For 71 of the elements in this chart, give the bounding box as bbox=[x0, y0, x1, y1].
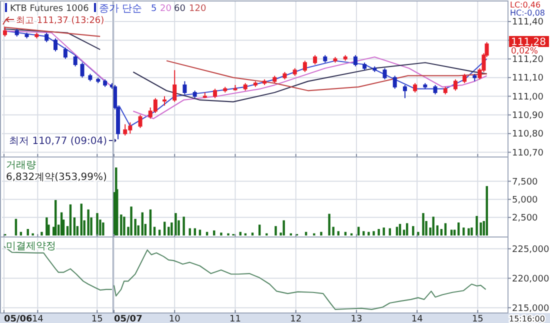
text: 111,28 bbox=[511, 37, 546, 48]
candlestick bbox=[343, 54, 348, 62]
candlestick bbox=[392, 75, 397, 90]
candlestick bbox=[272, 75, 277, 84]
y-tick-label: 215,000 bbox=[512, 304, 550, 314]
candlestick bbox=[292, 68, 297, 76]
candlestick bbox=[302, 60, 307, 72]
candlestick bbox=[213, 88, 218, 99]
text: HC:-0,08 bbox=[510, 8, 545, 18]
candlestick bbox=[202, 92, 207, 99]
annotation: 최저 110,77 (09:04) bbox=[9, 136, 108, 147]
text: 0,02% bbox=[511, 46, 538, 56]
candlestick bbox=[433, 84, 438, 95]
candlestick bbox=[462, 73, 467, 84]
y-tick-label: 110,80 bbox=[512, 130, 544, 140]
chart-title: KTB Futures 1006 bbox=[10, 4, 90, 14]
candlestick bbox=[253, 80, 258, 88]
candlestick bbox=[172, 70, 177, 102]
x-tick-label: 10 bbox=[168, 314, 181, 323]
candlestick bbox=[423, 82, 428, 90]
x-tick-label: 13 bbox=[350, 314, 362, 323]
candlestick bbox=[382, 68, 387, 80]
y-tick-label: 220,000 bbox=[512, 274, 550, 284]
text: 15:16:00 bbox=[509, 314, 545, 323]
annotation: 거래량 bbox=[6, 160, 36, 171]
candlestick bbox=[162, 96, 167, 106]
x-tick-label: 15 bbox=[91, 314, 103, 323]
text: 20 bbox=[160, 4, 172, 14]
candlestick bbox=[362, 62, 367, 71]
y-tick-label: 111,00 bbox=[512, 92, 544, 102]
candlestick bbox=[223, 86, 228, 94]
y-tick-label: 5,000 bbox=[512, 195, 538, 206]
text: 60 bbox=[174, 4, 186, 14]
candlestick bbox=[282, 71, 287, 80]
candlestick bbox=[443, 86, 448, 95]
candlestick bbox=[233, 84, 238, 92]
candlestick bbox=[182, 80, 187, 95]
y-tick-label: 7,500 bbox=[512, 177, 538, 188]
y-tick-label: 111,40 bbox=[512, 18, 544, 28]
candlestick bbox=[402, 84, 407, 99]
annotation: 미결제약정 bbox=[6, 241, 56, 252]
x-tick-label: 14 bbox=[32, 314, 44, 323]
candlestick bbox=[333, 56, 338, 64]
candlestick bbox=[413, 82, 418, 94]
x-tick-label: 05/06 bbox=[4, 314, 32, 323]
candlestick bbox=[453, 78, 458, 92]
y-tick-label: 2,500 bbox=[512, 214, 538, 224]
text: LC:0,46 bbox=[510, 0, 541, 10]
x-tick-label: 12 bbox=[290, 314, 302, 323]
legend-title: 종가 단순 bbox=[99, 4, 142, 14]
candlestick bbox=[192, 90, 197, 99]
x-tick-label: 11 bbox=[230, 314, 241, 323]
y-tick-label: 110,70 bbox=[512, 148, 544, 158]
candlestick bbox=[313, 54, 318, 65]
y-tick-label: 111,20 bbox=[512, 55, 544, 66]
y-tick-label: 110,90 bbox=[512, 111, 544, 122]
y-tick-label: 111,10 bbox=[512, 74, 544, 84]
annotation: 6,832계약(353,99%) bbox=[6, 172, 108, 183]
x-tick-label: 05/07 bbox=[114, 314, 142, 323]
candlestick bbox=[262, 78, 267, 86]
candlestick bbox=[323, 54, 328, 64]
candlestick bbox=[372, 66, 377, 72]
candlestick bbox=[353, 54, 358, 67]
candlestick bbox=[243, 82, 248, 92]
x-tick-label: 15 bbox=[472, 314, 484, 323]
y-tick-label: 225,000 bbox=[512, 244, 550, 255]
text: 120 bbox=[189, 4, 206, 14]
text: 5 bbox=[151, 4, 157, 14]
annotation: 최고 111,37 (13:26) bbox=[16, 16, 104, 26]
x-tick-label: 14 bbox=[411, 314, 424, 323]
candlestick bbox=[472, 73, 477, 82]
